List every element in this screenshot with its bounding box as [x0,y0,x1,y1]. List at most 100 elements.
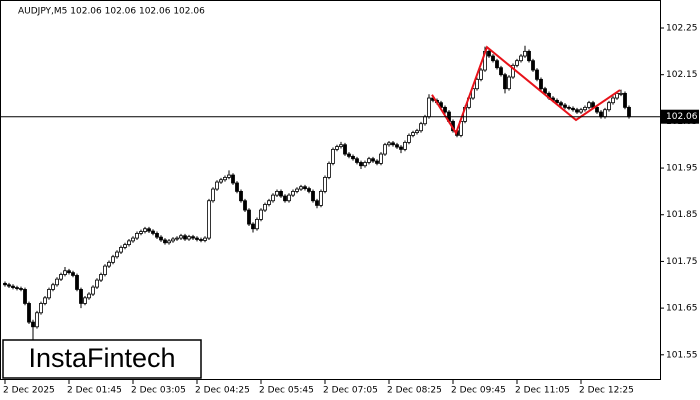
candle-body [51,284,55,290]
candle-body [427,97,431,118]
x-tick-label: 2 Dec 12:25 [579,386,634,396]
candle-body [75,275,79,290]
candle-body [339,144,343,147]
candle-body [495,60,499,69]
candle-body [443,106,447,113]
candle-body [607,102,611,111]
candle-body [67,270,71,274]
candle-body [63,270,67,275]
candle-body [227,174,231,178]
candle-body [39,303,43,314]
candle-body [171,238,175,242]
candle-body [343,144,347,155]
candle-body [359,162,363,167]
candle-body [103,265,107,275]
y-tick-label: 101.65 [666,304,698,314]
candle-body [47,289,51,299]
candle-body [387,142,391,146]
candle-body [619,92,623,95]
candle-body [159,236,163,241]
x-tick-label: 2 Dec 11:05 [515,386,570,396]
candle-body [515,60,519,66]
candle-body [399,146,403,150]
candle-body [555,99,559,104]
candle-body [79,289,83,304]
candle-body [279,191,283,197]
chart-title: AUDJPY,M5 102.06 102.06 102.06 102.06 [18,7,205,17]
candle-body [11,285,15,288]
y-tick-label: 101.95 [666,164,698,174]
price-label: 102.06 [666,112,698,122]
candle-body [59,274,63,280]
candle-body [23,289,27,304]
candle-body [371,158,375,162]
candle-body [175,237,179,240]
candle-body [111,256,115,263]
y-tick-label: 101.75 [666,257,698,267]
candle-body [499,67,503,76]
candle-body [363,162,367,167]
candle-body [71,272,75,276]
candle-body [167,240,171,244]
candle-body [479,69,483,80]
candle-body [219,179,223,183]
candle-body [183,235,187,240]
candle-body [583,106,587,111]
candle-body [139,231,143,234]
candle-body [35,312,39,328]
candle-body [259,209,263,220]
candle-body [155,233,159,238]
candle-body [615,92,619,99]
candle-body [91,286,95,295]
candle-body [379,153,383,164]
x-tick-label: 2 Dec 07:05 [323,386,378,396]
candle-body [575,109,579,113]
candle-body [151,230,155,234]
candle-body [255,219,259,230]
candle-body [519,55,523,62]
candle-body [491,55,495,62]
candle-body [535,69,539,80]
x-tick-label: 2 Dec 2025 [3,386,55,396]
candle-body [283,195,287,202]
candle-body [127,240,131,246]
x-tick-label: 2 Dec 03:05 [131,386,186,396]
candle-body [19,288,23,290]
candle-body [3,282,7,286]
candle-body [511,64,515,78]
x-tick-label: 2 Dec 09:45 [451,386,506,396]
candle-body [307,188,311,192]
candle-body [527,50,531,62]
candle-body [407,134,411,143]
candle-body [531,60,535,71]
candle-body [135,233,139,239]
candle-body [411,132,415,136]
candle-body [235,182,239,192]
x-tick-label: 2 Dec 01:45 [67,386,122,396]
candle-body [507,76,511,90]
candle-body [523,50,527,57]
candle-body [311,191,315,202]
candle-body [627,106,631,118]
candle-body [123,244,127,248]
candle-body [83,297,87,304]
candle-body [391,142,395,146]
candle-body [303,186,307,189]
candle-body [503,74,507,90]
plot-border [0,0,661,380]
candle-body [251,223,255,230]
candle-body [487,50,491,57]
candle-body [347,153,351,157]
candle-body [203,237,207,241]
candle-body [367,158,371,163]
candle-body [599,111,603,118]
candle-body [275,191,279,196]
logo-box [2,339,202,379]
candle-body [383,144,387,155]
candle-body [299,186,303,190]
y-tick-label: 102.15 [666,70,698,80]
candle-body [179,235,183,239]
y-tick-label: 102.25 [666,24,698,34]
